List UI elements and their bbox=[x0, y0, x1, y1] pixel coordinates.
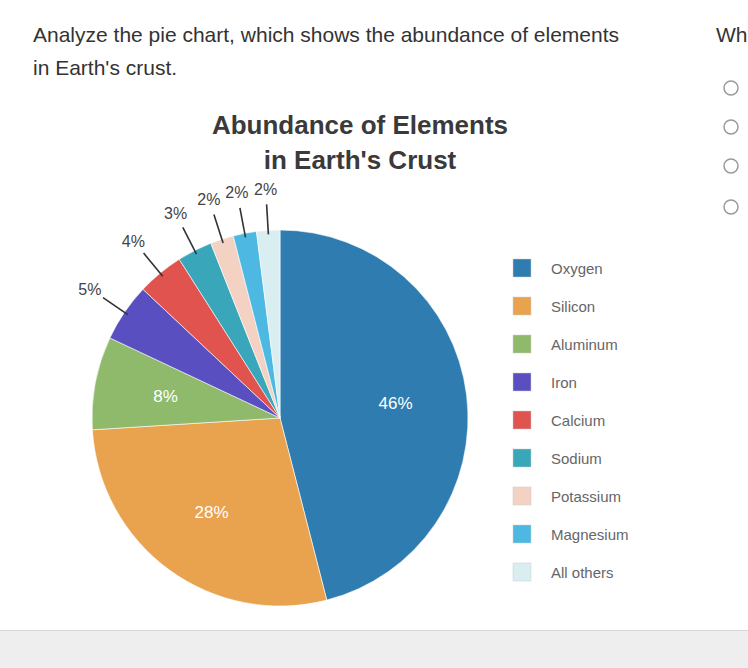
legend-label: Oxygen bbox=[551, 260, 603, 277]
prompt: Analyze the pie chart, which shows the a… bbox=[33, 18, 623, 84]
leader-line bbox=[214, 215, 223, 244]
legend-swatch bbox=[513, 259, 531, 277]
radio-button[interactable] bbox=[724, 120, 738, 134]
data-label: 8% bbox=[153, 387, 178, 406]
legend-label: Magnesium bbox=[551, 526, 629, 543]
legend-swatch bbox=[513, 411, 531, 429]
pie-slice bbox=[256, 230, 280, 418]
data-label: 28% bbox=[194, 503, 228, 522]
leader-line bbox=[103, 298, 128, 315]
leader-line bbox=[240, 208, 246, 238]
legend-label: Calcium bbox=[551, 412, 605, 429]
legend-swatch bbox=[513, 335, 531, 353]
chart: 46% 28% 8% 5% 4% 3% 2% 2% 2% Oxygen Silicon Aluminu… bbox=[0, 0, 748, 668]
radio-button[interactable] bbox=[724, 200, 738, 214]
leader-line bbox=[144, 253, 163, 276]
data-label: 2% bbox=[197, 191, 220, 208]
data-label: 3% bbox=[164, 205, 187, 222]
pie-slice bbox=[92, 418, 326, 606]
legend-label: Iron bbox=[551, 374, 577, 391]
data-label: 2% bbox=[254, 181, 277, 198]
legend: Oxygen Silicon Aluminum Iron Calcium Sodium Po… bbox=[513, 259, 629, 581]
legend-swatch bbox=[513, 563, 531, 581]
data-label: 5% bbox=[78, 281, 101, 298]
legend-label: Sodium bbox=[551, 450, 602, 467]
legend-label: Potassium bbox=[551, 488, 621, 505]
legend-label: Silicon bbox=[551, 298, 595, 315]
data-labels: 46% 28% 8% 5% 4% 3% 2% 2% 2% bbox=[78, 181, 412, 523]
leader-line bbox=[183, 227, 197, 254]
data-label: 46% bbox=[379, 394, 413, 413]
radio-button[interactable] bbox=[724, 81, 738, 95]
footer-band bbox=[0, 630, 748, 668]
data-label: 2% bbox=[225, 184, 248, 201]
legend-swatch bbox=[513, 525, 531, 543]
data-label: 4% bbox=[122, 233, 145, 250]
legend-swatch bbox=[513, 297, 531, 315]
leader-line bbox=[267, 204, 269, 234]
legend-swatch bbox=[513, 449, 531, 467]
slices bbox=[92, 230, 468, 606]
chart-title: Abundance of Elements in Earth's Crust bbox=[205, 108, 515, 178]
legend-swatch bbox=[513, 373, 531, 391]
radio-button[interactable] bbox=[724, 159, 738, 173]
legend-label: All others bbox=[551, 564, 614, 581]
legend-swatch bbox=[513, 487, 531, 505]
question-fragment: Wh bbox=[716, 18, 748, 51]
legend-label: Aluminum bbox=[551, 336, 618, 353]
